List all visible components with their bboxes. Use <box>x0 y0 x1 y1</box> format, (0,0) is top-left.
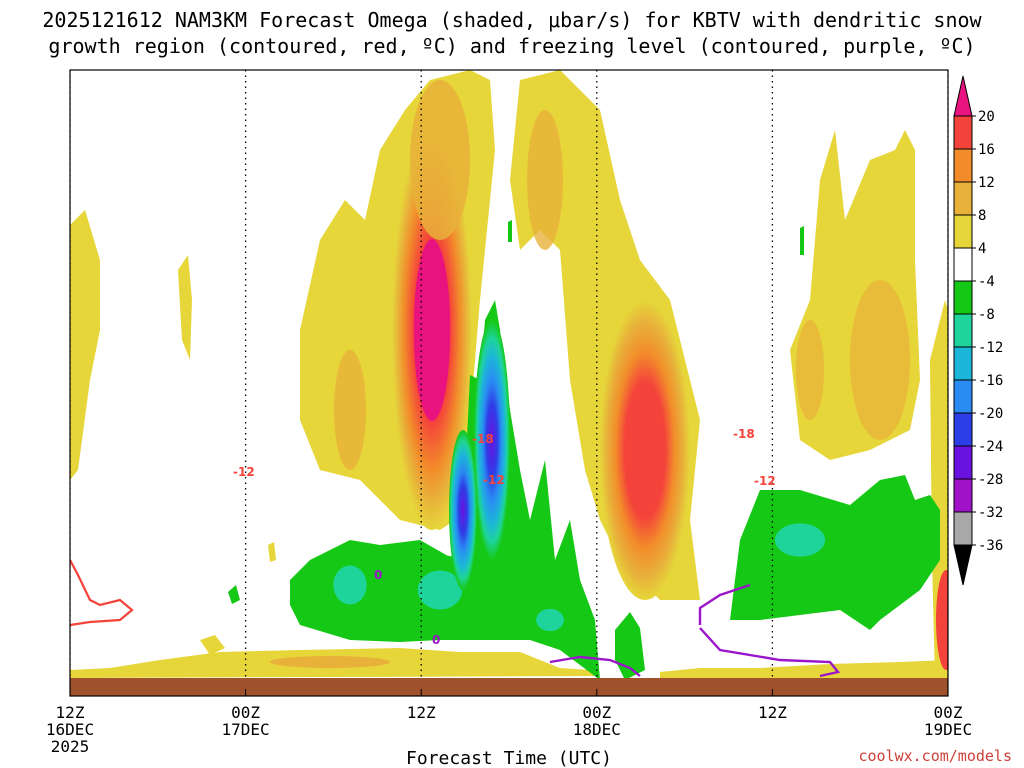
x-axis-title: Forecast Time (UTC) <box>406 748 612 768</box>
freezing-label-2: 0 <box>432 633 440 647</box>
x-tick-label-5-1: 19DEC <box>924 720 972 739</box>
plot-border <box>69 69 949 697</box>
omega-purple-core-2 <box>449 430 477 590</box>
omega-green-lower <box>615 612 645 680</box>
omega-green-blob-left <box>228 585 240 604</box>
dgz-warm-label-2: -12 <box>483 473 505 487</box>
plot-area: -18 -18 -12 -12 -12 0 0 <box>70 70 948 696</box>
chart-title-line-1: 2025121612 NAM3KM Forecast Omega (shaded… <box>42 8 982 32</box>
colorbar-segment-10 <box>953 412 973 447</box>
colorbar-label-10: -24 <box>978 439 1003 455</box>
freezing-low-loop <box>549 583 841 678</box>
x-tick-label-5-0: 00Z <box>934 703 963 722</box>
colorbar-bottom-arrow <box>953 544 973 586</box>
colorbar-label-13: -36 <box>978 538 1003 554</box>
dgz-warm-label-1: -12 <box>233 465 255 479</box>
x-tick-label-2-0: 12Z <box>407 703 436 722</box>
colorbar-label-2: 12 <box>978 175 995 191</box>
chart-title-line-2: growth region (contoured, red, ºC) and f… <box>48 34 975 58</box>
omega-teal-low <box>525 600 575 640</box>
x-tick-label-1-0: 00Z <box>231 703 260 722</box>
colorbar-segment-8 <box>953 346 973 381</box>
omega-yellow-left-small <box>178 255 192 360</box>
contour-lines <box>70 559 841 678</box>
omega-green-speck-1 <box>508 220 512 242</box>
colorbar-label-7: -12 <box>978 340 1003 356</box>
x-tick-label-4-0: 12Z <box>758 703 787 722</box>
colorbar-label-12: -32 <box>978 505 1003 521</box>
colorbar-segment-5 <box>953 247 973 282</box>
colorbar-label-9: -20 <box>978 406 1003 422</box>
terrain-ground <box>70 678 948 696</box>
omega-core-surface-orange <box>270 656 390 668</box>
colorbar-segment-6 <box>953 280 973 315</box>
colorbar-segment-1 <box>953 115 973 150</box>
omega-yellow-bottom-blob-1 <box>200 635 225 655</box>
omega-core-orange-upper <box>410 80 470 240</box>
dgz-cold-label-2: -18 <box>733 427 755 441</box>
omega-core-orange-right <box>850 280 910 440</box>
omega-core-orange-left <box>334 350 366 470</box>
omega-yellow-left <box>70 210 100 480</box>
omega-positive-cores <box>270 80 948 670</box>
omega-core-red-right <box>600 300 690 600</box>
colorbar-segment-12 <box>953 478 973 513</box>
omega-core-orange-right2 <box>796 320 824 420</box>
colorbar-label-11: -28 <box>978 472 1003 488</box>
colorbar-segment-2 <box>953 148 973 183</box>
colorbar-label-6: -8 <box>978 307 995 323</box>
colorbar-segment-3 <box>953 181 973 216</box>
omega-yellow-bottom-blob-2 <box>268 542 276 562</box>
dgz-warm-label-3: -12 <box>754 474 776 488</box>
colorbar-label-0: 20 <box>978 109 995 125</box>
omega-colorbar: 20 16 12 8 4 -4 -8 -12 -16 -20 -24 -28 -32 -36 <box>953 75 1003 586</box>
omega-core-red-bottom-right <box>936 570 948 670</box>
credit-text: coolwx.com/models <box>858 747 1012 765</box>
freezing-label-1: 0 <box>374 568 382 582</box>
colorbar-label-8: -16 <box>978 373 1003 389</box>
x-tick-label-0-1: 16DEC <box>46 720 94 739</box>
omega-purple-core-1 <box>474 320 510 560</box>
colorbar-segment-9 <box>953 379 973 414</box>
colorbar-segment-13 <box>953 511 973 546</box>
colorbar-label-4: 4 <box>978 241 986 257</box>
omega-teal-right <box>755 510 845 570</box>
colorbar-label-3: 8 <box>978 208 986 224</box>
colorbar-segment-4 <box>953 214 973 249</box>
colorbar-label-5: -4 <box>978 274 995 290</box>
colorbar-segment-11 <box>953 445 973 480</box>
omega-negative-shading <box>228 220 940 680</box>
dgz-cold-label-1: -18 <box>472 432 494 446</box>
omega-yellow-surface-right <box>660 660 948 678</box>
x-tick-label-1-1: 17DEC <box>222 720 270 739</box>
colorbar-top-arrow <box>953 75 973 117</box>
x-tick-label-3-0: 00Z <box>582 703 611 722</box>
colorbar-segment-7 <box>953 313 973 348</box>
omega-teal-left <box>320 550 380 620</box>
x-tick-label-3-1: 18DEC <box>573 720 621 739</box>
x-tick-label-0-0: 12Z <box>56 703 85 722</box>
omega-core-orange-mid <box>527 110 563 250</box>
colorbar-label-1: 16 <box>978 142 995 158</box>
x-tick-label-0-2: 2025 <box>51 737 90 756</box>
omega-green-speck-2 <box>800 226 804 255</box>
dgz-lower-left-contour <box>70 559 134 627</box>
